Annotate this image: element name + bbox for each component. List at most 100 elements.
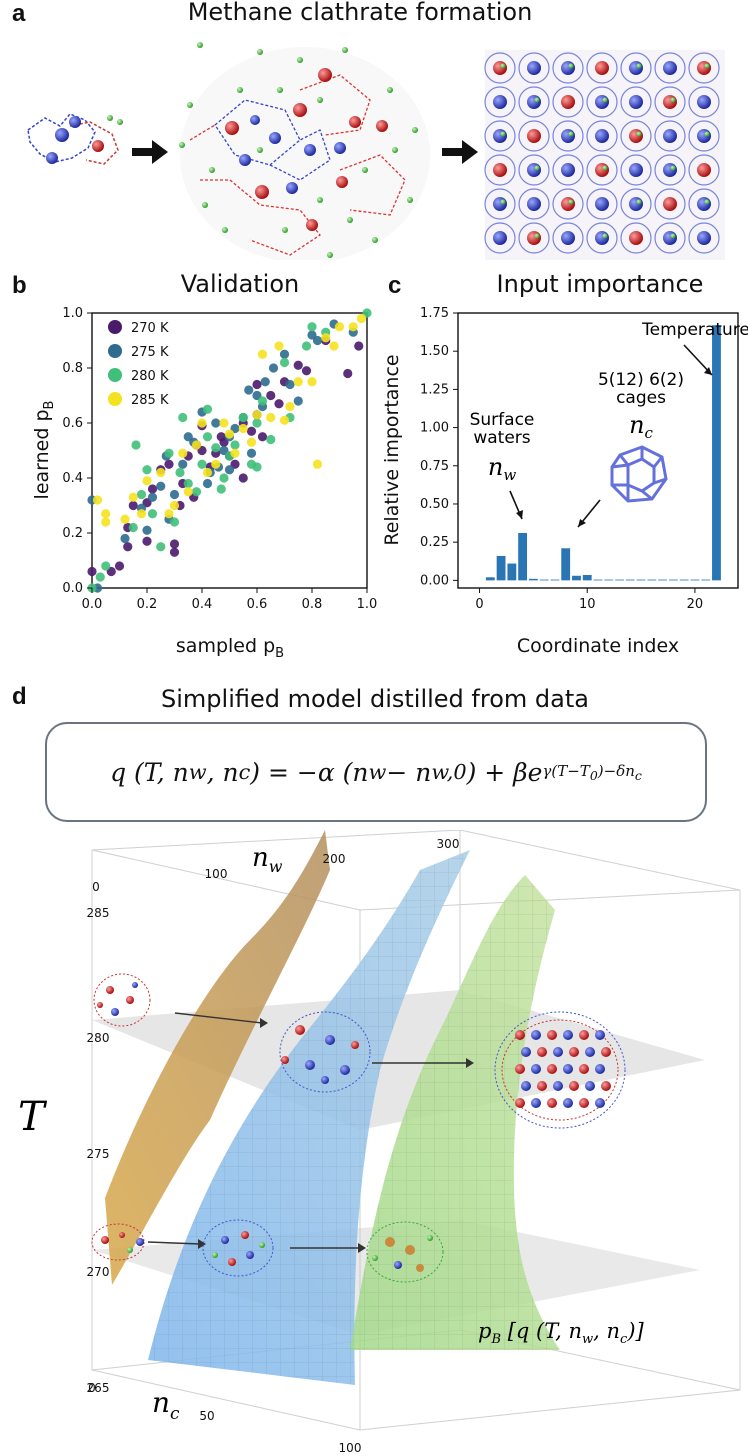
bar-18	[668, 579, 678, 581]
legend-label-2: 280 K	[131, 369, 169, 384]
scatter-point-285k-19	[257, 349, 268, 359]
crystal-guest	[629, 129, 643, 143]
scatter-point-285k-20	[266, 412, 276, 423]
crystal-guest	[527, 163, 541, 177]
bar-2	[496, 555, 506, 581]
bar-19	[679, 579, 689, 581]
bar-1	[485, 577, 495, 581]
cluster-guest	[563, 1030, 573, 1040]
scatter-point-280k-22	[257, 396, 268, 406]
bar-10	[582, 575, 592, 581]
scatter-point-285k-24	[307, 377, 317, 387]
cluster-guest	[521, 1081, 531, 1091]
cage-ring	[654, 154, 686, 186]
bar-y-tick-6: 1.50	[420, 344, 449, 359]
crystal-guest	[527, 61, 541, 75]
crystal-guest	[595, 61, 609, 75]
crystal-guest	[493, 197, 507, 211]
validation-scatter-chart: 0.0 0.2 0.4 0.6 0.8 1.0 0.0 0.2 0.4 0.6 0.8 1.0 270…	[31, 306, 378, 661]
scatter-point-280k-15	[211, 443, 221, 453]
cage-ring	[586, 52, 618, 84]
scatter-x-tick-4: 0.8	[302, 597, 323, 612]
scatter-point-280k-24	[279, 357, 290, 368]
scatter-point-285k-4	[136, 509, 147, 519]
scatter-point-280k-12	[191, 487, 202, 497]
scatter-point-280k-2	[101, 561, 111, 571]
bar-20	[690, 579, 700, 581]
scatter-point-270k-32	[142, 536, 152, 546]
crystal-guest	[595, 163, 609, 177]
scatter-point-280k-8	[164, 448, 174, 458]
crystal-guest	[595, 129, 609, 143]
bar-y-tick-5: 1.25	[420, 382, 449, 397]
annotation-cages-line1: 5(12) 6(2)	[598, 370, 684, 390]
scatter-point-270k-31	[354, 341, 364, 351]
crystal-green	[568, 63, 574, 69]
bar-22	[712, 325, 721, 581]
scatter-point-280k-14	[202, 432, 213, 442]
cage-ring	[586, 120, 618, 152]
nw-axis-label: nw	[252, 843, 283, 876]
scatter-point-270k-0	[87, 566, 97, 577]
cage-ring	[654, 86, 686, 118]
cage-ring	[518, 222, 550, 254]
bar-ticks: 0 10 20 0.00 0.25 0.50 0.75 1.00 1.25 1.50 1.75	[420, 306, 703, 612]
bar-13	[615, 579, 624, 581]
scatter-point-280k-9	[169, 517, 180, 527]
panel-b-label: b	[12, 272, 27, 299]
nw-tick-zero: 0	[92, 880, 100, 894]
scatter-x-axis-label: sampled pB	[176, 635, 284, 661]
crystal-guest	[663, 163, 677, 177]
scatter-point-275k-23	[279, 349, 290, 359]
cluster-guest	[579, 1098, 589, 1108]
crystal-guest	[561, 61, 575, 75]
crystal-guest	[493, 129, 507, 143]
cage-ring	[620, 188, 652, 220]
clathrate-formation-figure	[27, 42, 725, 260]
cage-ring	[586, 188, 618, 220]
cage-ring	[552, 154, 584, 186]
crystal-guest	[697, 61, 711, 75]
scatter-y-tick-2: 0.4	[62, 471, 83, 486]
cluster-T270-small	[91, 1223, 145, 1261]
scatter-point-280k-19	[238, 412, 248, 423]
scatter-x-tick-0: 0.0	[82, 597, 103, 612]
cluster-guest	[553, 1047, 563, 1057]
scatter-point-285k-14	[224, 429, 235, 439]
bar-y-tick-3: 0.75	[420, 459, 449, 474]
scatter-point-285k-28	[348, 322, 358, 332]
scatter-point-270k-7	[147, 484, 158, 494]
nc-tick-0: 0	[88, 1381, 96, 1395]
scatter-y-tick-0: 0.0	[62, 581, 83, 596]
T-tick-270: 270	[87, 1265, 110, 1279]
scatter-point-280k-6	[147, 509, 158, 519]
crystal-green	[636, 131, 642, 137]
bar-15	[636, 579, 646, 581]
scatter-point-285k-8	[169, 500, 180, 511]
cage-ring	[484, 222, 516, 254]
T-axis-label: T	[18, 1094, 48, 1140]
scatter-point-280k-30	[178, 412, 188, 423]
crystal-green	[534, 233, 540, 239]
scatter-point-280k-18	[230, 440, 240, 450]
T-tick-280: 280	[87, 1031, 110, 1045]
crystal-guest	[595, 231, 609, 245]
scatter-point-285k-2	[120, 514, 130, 524]
medium-cluster	[179, 42, 430, 260]
cage-ring	[484, 154, 516, 186]
arrow-2-icon	[442, 140, 478, 164]
crystal-guest	[697, 163, 711, 177]
bar-6	[539, 579, 549, 581]
crystal-green	[670, 233, 676, 239]
crystal-guest	[561, 231, 575, 245]
crystal-guest	[629, 231, 643, 245]
scatter-point-285k-3	[128, 492, 138, 502]
annotation-cages-var: nc	[629, 411, 653, 442]
crystal-green	[636, 199, 642, 205]
crystal-green	[704, 63, 710, 69]
scatter-x-tick-5: 1.0	[357, 597, 378, 612]
crystal-green	[636, 63, 642, 69]
cage-ring	[518, 86, 550, 118]
arrow-d3-icon	[147, 1241, 201, 1245]
